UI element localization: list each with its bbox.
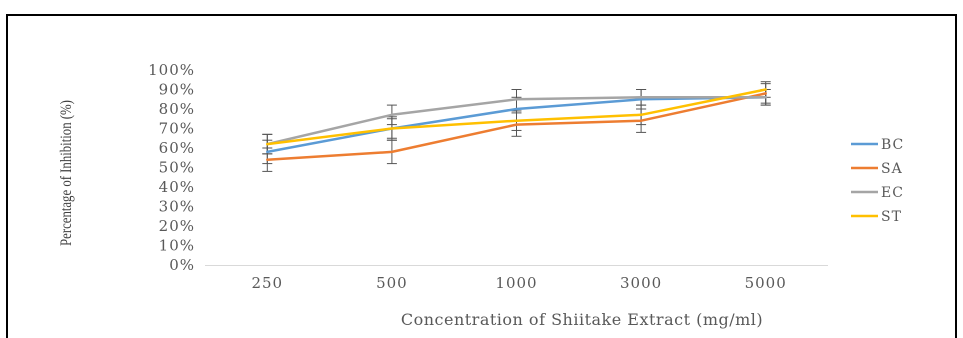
- series-line-sa: [266, 92, 767, 161]
- series-line-bc: [266, 96, 767, 154]
- x-axis-tick-labels: 250 500 1000 3000 5000: [251, 274, 787, 292]
- x-tick-label: 5000: [745, 274, 787, 292]
- y-tick-label: 70%: [159, 120, 195, 138]
- x-tick-label: 3000: [620, 274, 662, 292]
- y-tick-label: 80%: [159, 100, 195, 118]
- legend-label-st: ST: [881, 209, 902, 225]
- x-tick-label: 500: [376, 274, 408, 292]
- series-line-ec: [266, 96, 767, 146]
- y-axis-title: Percentage of Inhibition (%): [58, 100, 76, 246]
- x-axis-title: Concentration of Shiitake Extract (mg/ml…: [401, 310, 763, 329]
- x-tick-label: 1000: [495, 274, 537, 292]
- y-tick-label: 0%: [169, 256, 195, 274]
- legend-label-ec: EC: [881, 185, 904, 201]
- y-tick-label: 10%: [159, 237, 195, 255]
- y-tick-label: 40%: [159, 178, 195, 196]
- y-tick-label: 20%: [159, 217, 195, 235]
- legend: BC SA EC ST: [851, 137, 904, 225]
- series-line-st: [266, 88, 767, 146]
- y-tick-label: 60%: [159, 139, 195, 157]
- y-tick-label: 100%: [148, 61, 195, 79]
- y-tick-label: 50%: [159, 159, 195, 177]
- chart-frame: [6, 14, 957, 338]
- legend-label-bc: BC: [881, 137, 904, 153]
- y-tick-label: 90%: [159, 81, 195, 99]
- legend-label-sa: SA: [881, 161, 903, 177]
- y-tick-label: 30%: [159, 198, 195, 216]
- x-tick-label: 250: [251, 274, 283, 292]
- series-lines: [266, 88, 767, 161]
- y-axis-tick-labels: 0%10% 20%30% 40%50% 60%70% 80%90% 100%: [148, 61, 195, 274]
